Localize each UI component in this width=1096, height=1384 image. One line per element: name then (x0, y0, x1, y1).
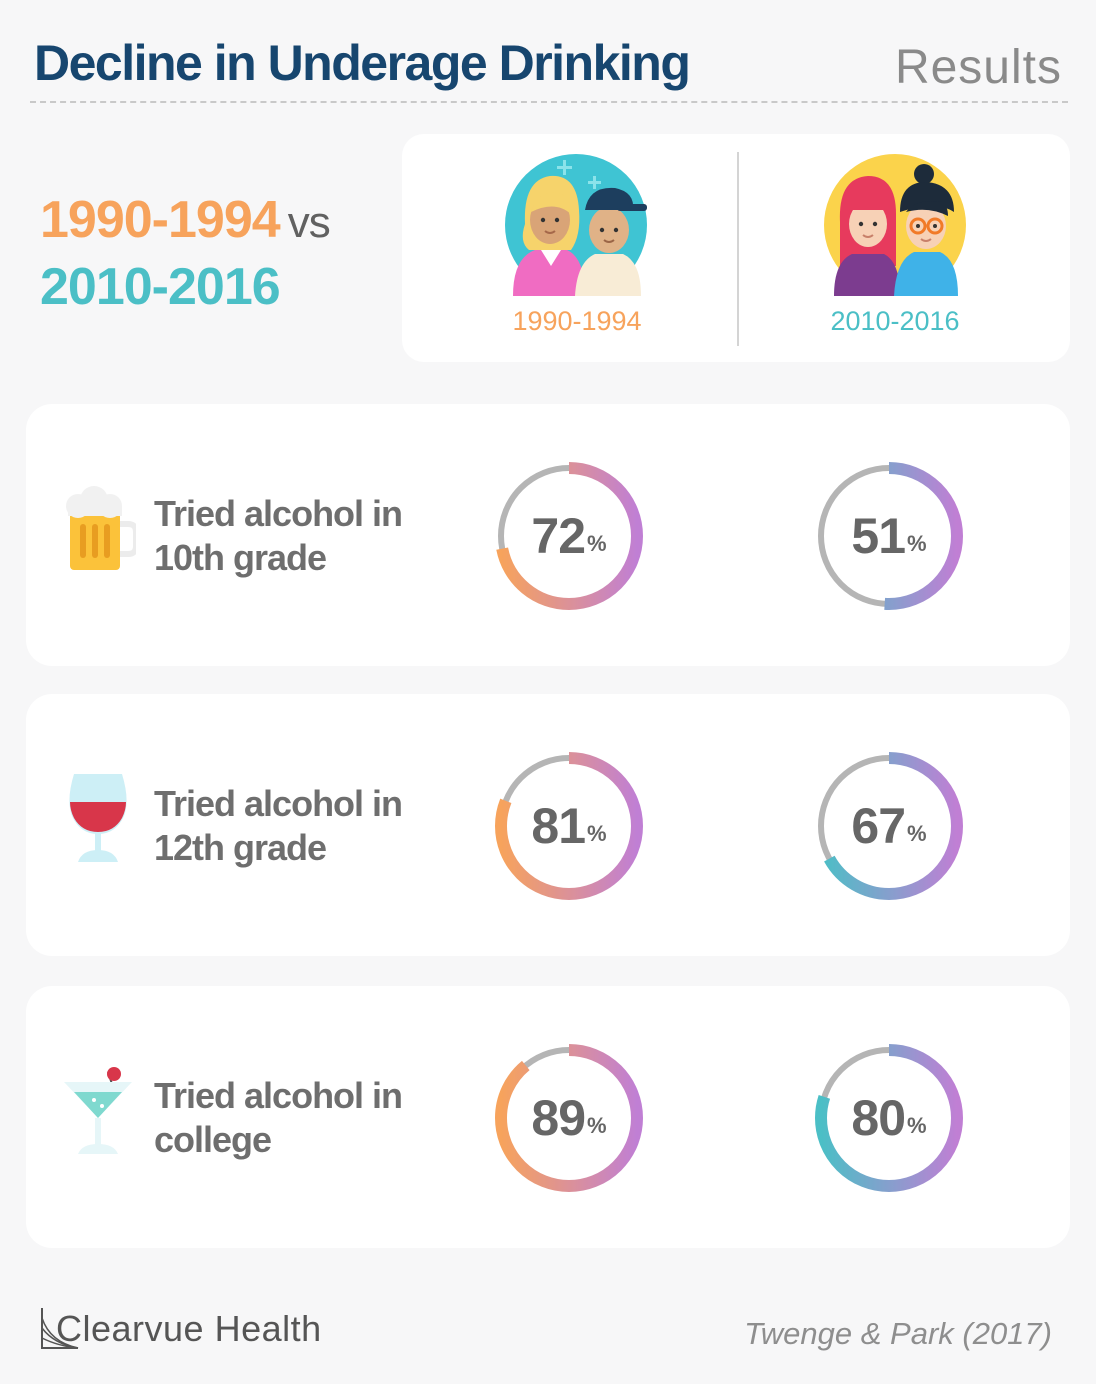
period-b-label: 2010-2016 (40, 258, 281, 316)
stat-label-line1: Tried alcohol in (154, 783, 403, 824)
donut-1990-1994-12th-grade (495, 752, 643, 900)
page-subtitle: Results (894, 41, 1062, 94)
unit-label: % (907, 821, 927, 846)
donut-value-1990-1994-12th-grade: 81% (489, 746, 649, 906)
stat-label-line1: Tried alcohol in (154, 1075, 403, 1116)
stat-label-line2: college (154, 1119, 272, 1160)
teens-1990s-avatar-icon (505, 154, 647, 296)
unit-label: % (587, 531, 607, 556)
period-comparison: 1990-1994 vs 2010-2016 (40, 188, 331, 319)
stat-card-10th-grade: Tried alcohol in 10th grade 72% 51% (26, 404, 1070, 666)
vs-label: vs (287, 198, 331, 247)
stat-label: Tried alcohol in 12th grade (154, 782, 454, 870)
beer-mug-icon (66, 486, 136, 570)
unit-label: % (907, 1113, 927, 1138)
stat-label: Tried alcohol in 10th grade (154, 492, 454, 580)
data-label: 67 (851, 798, 906, 854)
donut-arc (495, 752, 643, 900)
donut-2010-2016-10th-grade (815, 462, 963, 610)
people-label-a: 1990-1994 (512, 306, 642, 336)
donut-value-2010-2016-10th-grade: 51% (809, 456, 969, 616)
unit-label: % (587, 821, 607, 846)
donut-arc (495, 1044, 643, 1192)
footer-logo: Clearvue Health (40, 1306, 322, 1350)
stat-card-college: Tried alcohol in college 89% 80% (26, 986, 1070, 1248)
people-divider (737, 152, 739, 346)
people-card: 1990-1994 2010-2016 (402, 134, 1070, 362)
donut-arc (495, 462, 643, 610)
stat-label-line2: 10th grade (154, 537, 327, 578)
donut-1990-1994-10th-grade (495, 462, 643, 610)
donut-value-2010-2016-college: 80% (809, 1038, 969, 1198)
donut-arc (815, 462, 963, 610)
donut-value-2010-2016-12th-grade: 67% (809, 746, 969, 906)
stat-label: Tried alcohol in college (154, 1074, 454, 1162)
donut-arc (815, 1044, 963, 1192)
page-title: Decline in Underage Drinking (34, 35, 691, 91)
donut-value-1990-1994-college: 89% (489, 1038, 649, 1198)
data-label: 51 (851, 508, 906, 564)
cocktail-glass-icon (64, 1067, 132, 1154)
data-label: 81 (531, 798, 586, 854)
logo-text: Clearvue Health (56, 1308, 322, 1349)
stat-label-line2: 12th grade (154, 827, 327, 868)
donut-1990-1994-college (495, 1044, 643, 1192)
people-label-b: 2010-2016 (830, 306, 960, 336)
donut-arc (815, 752, 963, 900)
stat-card-12th-grade: Tried alcohol in 12th grade 81% 67% (26, 694, 1070, 956)
donut-2010-2016-college (815, 1044, 963, 1192)
data-label: 72 (531, 508, 586, 564)
unit-label: % (587, 1113, 607, 1138)
source-citation: Twenge & Park (2017) (744, 1316, 1052, 1351)
unit-label: % (907, 531, 927, 556)
stat-label-line1: Tried alcohol in (154, 493, 403, 534)
clearvue-logo-icon (41, 1308, 79, 1349)
wine-glass-icon (69, 774, 127, 862)
header-divider (30, 101, 1068, 103)
period-a-label: 1990-1994 (40, 191, 281, 249)
data-label: 89 (531, 1090, 586, 1146)
data-label: 80 (851, 1090, 906, 1146)
donut-value-1990-1994-10th-grade: 72% (489, 456, 649, 616)
donut-2010-2016-12th-grade (815, 752, 963, 900)
teens-2010s-avatar-icon (824, 154, 966, 296)
